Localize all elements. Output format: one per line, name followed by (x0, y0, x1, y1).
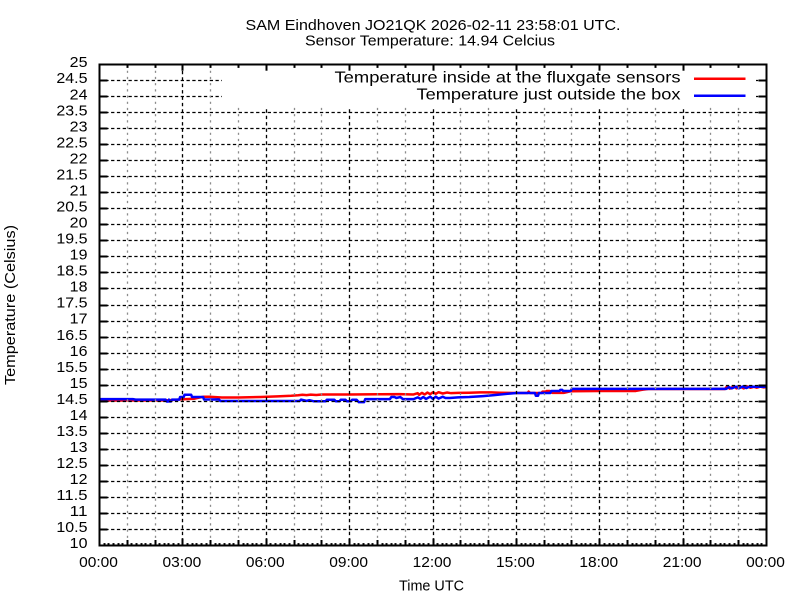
svg-text:15: 15 (70, 375, 88, 392)
svg-text:17.5: 17.5 (56, 295, 87, 312)
svg-text:12:00: 12:00 (413, 554, 452, 571)
svg-text:Temperature inside at the flux: Temperature inside at the fluxgate senso… (335, 70, 681, 87)
svg-text:18: 18 (70, 279, 88, 296)
svg-text:13.5: 13.5 (56, 423, 87, 440)
svg-text:15:00: 15:00 (496, 554, 535, 571)
svg-text:16: 16 (70, 343, 88, 360)
svg-text:24: 24 (70, 86, 88, 103)
svg-text:13: 13 (70, 439, 88, 456)
svg-text:10.5: 10.5 (56, 519, 87, 536)
svg-text:23.5: 23.5 (56, 102, 87, 119)
svg-text:24.5: 24.5 (56, 70, 87, 87)
svg-text:21: 21 (70, 182, 88, 199)
svg-text:25: 25 (70, 54, 88, 71)
svg-text:SAM Eindhoven JO21QK 2026-02-1: SAM Eindhoven JO21QK 2026-02-11 23:58:01… (246, 17, 621, 34)
svg-text:19: 19 (70, 247, 88, 264)
svg-text:21:00: 21:00 (663, 554, 702, 571)
svg-text:22: 22 (70, 150, 88, 167)
svg-text:21.5: 21.5 (56, 166, 87, 183)
svg-text:23: 23 (70, 118, 88, 135)
svg-text:19.5: 19.5 (56, 231, 87, 248)
svg-text:18.5: 18.5 (56, 263, 87, 280)
svg-text:00:00: 00:00 (746, 554, 785, 571)
svg-text:14.5: 14.5 (56, 391, 87, 408)
svg-text:12: 12 (70, 471, 88, 488)
svg-text:10: 10 (70, 535, 88, 552)
svg-text:20: 20 (70, 215, 88, 232)
svg-text:Time UTC: Time UTC (399, 578, 464, 595)
svg-text:09:00: 09:00 (329, 554, 368, 571)
svg-text:22.5: 22.5 (56, 134, 87, 151)
svg-text:03:00: 03:00 (162, 554, 201, 571)
svg-text:17: 17 (70, 311, 88, 328)
svg-text:15.5: 15.5 (56, 359, 87, 376)
svg-text:20.5: 20.5 (56, 199, 87, 216)
svg-text:11.5: 11.5 (56, 487, 87, 504)
svg-text:12.5: 12.5 (56, 455, 87, 472)
svg-text:18:00: 18:00 (579, 554, 618, 571)
svg-text:06:00: 06:00 (246, 554, 285, 571)
svg-text:16.5: 16.5 (56, 327, 87, 344)
svg-text:00:00: 00:00 (79, 554, 118, 571)
svg-text:Temperature just outside the b: Temperature just outside the box (417, 87, 681, 104)
svg-text:Sensor Temperature: 14.94 Celc: Sensor Temperature: 14.94 Celcius (305, 32, 555, 49)
svg-text:Temperature (Celsius): Temperature (Celsius) (2, 225, 19, 385)
svg-text:14: 14 (70, 407, 88, 424)
svg-text:11: 11 (70, 503, 88, 520)
